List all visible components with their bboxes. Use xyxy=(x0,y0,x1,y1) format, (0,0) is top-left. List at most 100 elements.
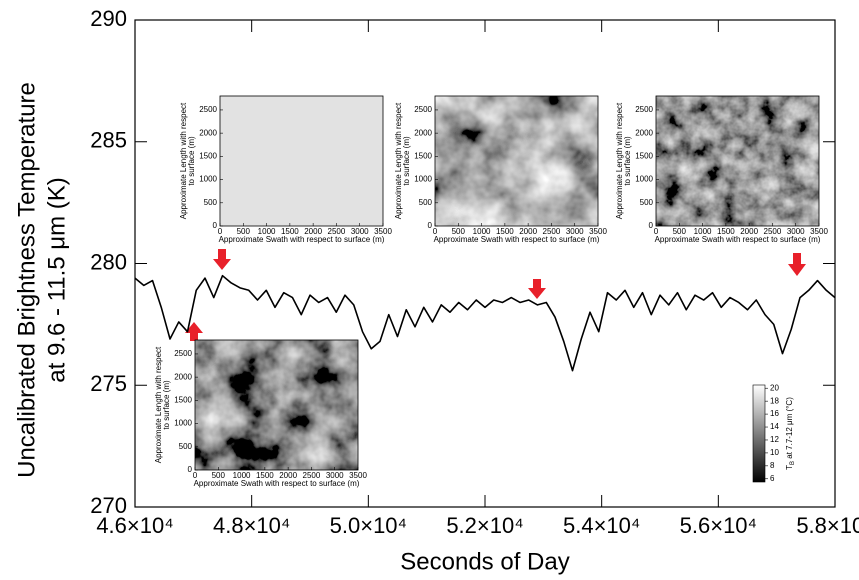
inset-x-tick-label: 1500 xyxy=(281,227,299,236)
inset-y-tick-label: 500 xyxy=(179,442,193,451)
x-tick-label: 5.8×10⁴ xyxy=(796,513,859,538)
inset-y-tick-label: 2000 xyxy=(174,372,192,381)
inset-x-tick-label: 2500 xyxy=(764,227,782,236)
colorbar-label-sub: B xyxy=(790,461,796,465)
inset-x-tick-label: 2500 xyxy=(543,227,561,236)
inset-y-tick-label: 1500 xyxy=(174,395,192,404)
y-axis-label: at 9.6 - 11.5 μm (K) xyxy=(43,177,70,382)
inset-x-tick-label: 500 xyxy=(237,227,251,236)
inset-image xyxy=(220,96,383,226)
inset-y-tick-label: 1000 xyxy=(414,175,432,184)
inset-y-tick-label: 1000 xyxy=(635,175,653,184)
x-tick-label: 5.6×10⁴ xyxy=(680,513,757,538)
inset-y-label: Approximate Length with respect xyxy=(154,346,163,463)
inset: 0 500 1000 1500 2000 2500 3000 3500 0 500 1000 1500… xyxy=(615,95,828,244)
data-line xyxy=(134,274,836,372)
inset-x-tick-label: 500 xyxy=(452,227,466,236)
x-tick-label: 5.0×10⁴ xyxy=(330,513,407,538)
y-tick-label: 275 xyxy=(90,371,127,396)
inset: 0 500 1000 1500 2000 2500 3000 3500 0 500 1000 1500… xyxy=(154,339,367,488)
colorbar-label: TB at 7.7-12 μm (°C) xyxy=(785,397,795,470)
x-tick-label: 4.8×10⁴ xyxy=(213,513,290,538)
inset-frame xyxy=(655,95,820,227)
inset-x-tick-label: 2500 xyxy=(328,227,346,236)
inset: 0 500 1000 1500 2000 2500 3000 3500 0 500 1000 1500… xyxy=(179,95,392,244)
inset-x-tick-label: 0 xyxy=(433,227,438,236)
inset-y-tick-label: 1000 xyxy=(174,419,192,428)
inset-y-tick-label: 2500 xyxy=(199,105,217,114)
inset-x-tick-label: 3000 xyxy=(566,227,584,236)
inset-x-tick-label: 3500 xyxy=(374,227,392,236)
colorbar-tick-label: 6 xyxy=(770,474,775,483)
inset-frame xyxy=(434,95,599,227)
arrow xyxy=(528,279,546,299)
inset-frame xyxy=(194,339,359,471)
inset-x-tick-label: 3000 xyxy=(326,471,344,480)
inset-image xyxy=(656,96,819,226)
annotation-arrows xyxy=(185,249,806,341)
y-tick-label: 290 xyxy=(90,6,127,31)
inset-x-tick-label: 3000 xyxy=(787,227,805,236)
colorbar-tick-label: 12 xyxy=(770,435,779,444)
inset-y-tick-label: 2000 xyxy=(635,128,653,137)
inset-y-label: to surface (m) xyxy=(187,136,196,186)
inset-y-tick-label: 2000 xyxy=(414,128,432,137)
inset-frame xyxy=(219,95,384,227)
inset-x-tick-label: 1000 xyxy=(473,227,491,236)
colorbar-label-rest: at 7.7-12 μm (°C) xyxy=(785,397,794,461)
y-tick-label: 280 xyxy=(90,249,127,274)
inset-x-tick-label: 1000 xyxy=(694,227,712,236)
colorbar-tick-label: 10 xyxy=(770,448,779,457)
inset-x-tick-label: 2000 xyxy=(740,227,758,236)
inset-y-tick-label: 500 xyxy=(204,198,218,207)
y-tick-label: 270 xyxy=(90,493,127,518)
inset-y-tick-label: 2500 xyxy=(174,349,192,358)
inset-image xyxy=(435,96,598,226)
inset-x-label: Approximate Swath with respect to surfac… xyxy=(655,235,821,244)
inset-y-label: to surface (m) xyxy=(623,136,632,186)
inset-y-tick-label: 2000 xyxy=(199,128,217,137)
colorbar-tick-label: 18 xyxy=(770,396,779,405)
inset-x-label: Approximate Swath with respect to surfac… xyxy=(194,479,360,488)
inset-y-tick-label: 0 xyxy=(188,465,193,474)
inset-x-tick-label: 0 xyxy=(654,227,659,236)
inset-x-tick-label: 1500 xyxy=(717,227,735,236)
arrow xyxy=(185,322,203,341)
colorbar-tick-label: 8 xyxy=(770,461,775,470)
colorbar-tick-label: 16 xyxy=(770,409,779,418)
inset-x-tick-label: 3000 xyxy=(351,227,369,236)
inset-x-tick-label: 1000 xyxy=(233,471,251,480)
inset-y-tick-label: 1500 xyxy=(635,151,653,160)
inset-x-tick-label: 2000 xyxy=(304,227,322,236)
colorbar xyxy=(752,384,766,483)
inset-x-tick-label: 1500 xyxy=(256,471,274,480)
inset-x-tick-label: 3500 xyxy=(589,227,607,236)
arrow xyxy=(788,253,806,276)
y-tick-label: 285 xyxy=(90,128,127,153)
inset-y-tick-label: 2500 xyxy=(414,105,432,114)
inset-y-label: to surface (m) xyxy=(402,136,411,186)
inset-x-tick-label: 0 xyxy=(193,471,198,480)
inset-x-tick-label: 3500 xyxy=(349,471,367,480)
inset-x-tick-label: 1500 xyxy=(496,227,514,236)
inset-image xyxy=(195,340,358,470)
inset-y-tick-label: 0 xyxy=(213,221,218,230)
inset-x-tick-label: 3500 xyxy=(810,227,828,236)
x-tick-label: 5.4×10⁴ xyxy=(563,513,640,538)
inset-y-tick-label: 0 xyxy=(649,221,654,230)
inset-y-tick-label: 0 xyxy=(428,221,433,230)
x-tick-label: 5.2×10⁴ xyxy=(446,513,523,538)
inset-x-tick-label: 1000 xyxy=(258,227,276,236)
x-tick-label: 4.6×10⁴ xyxy=(96,513,173,538)
inset-y-tick-label: 1500 xyxy=(199,151,217,160)
inset-x-tick-label: 500 xyxy=(673,227,687,236)
inset-x-tick-label: 500 xyxy=(212,471,226,480)
colorbar-tick-label: 14 xyxy=(770,422,779,431)
inset: 0 500 1000 1500 2000 2500 3000 3500 0 500 1000 1500… xyxy=(394,95,607,244)
x-axis-label: Seconds of Day xyxy=(400,548,569,575)
inset-x-label: Approximate Swath with respect to surfac… xyxy=(219,235,385,244)
arrow xyxy=(213,249,231,270)
inset-y-tick-label: 500 xyxy=(419,198,433,207)
